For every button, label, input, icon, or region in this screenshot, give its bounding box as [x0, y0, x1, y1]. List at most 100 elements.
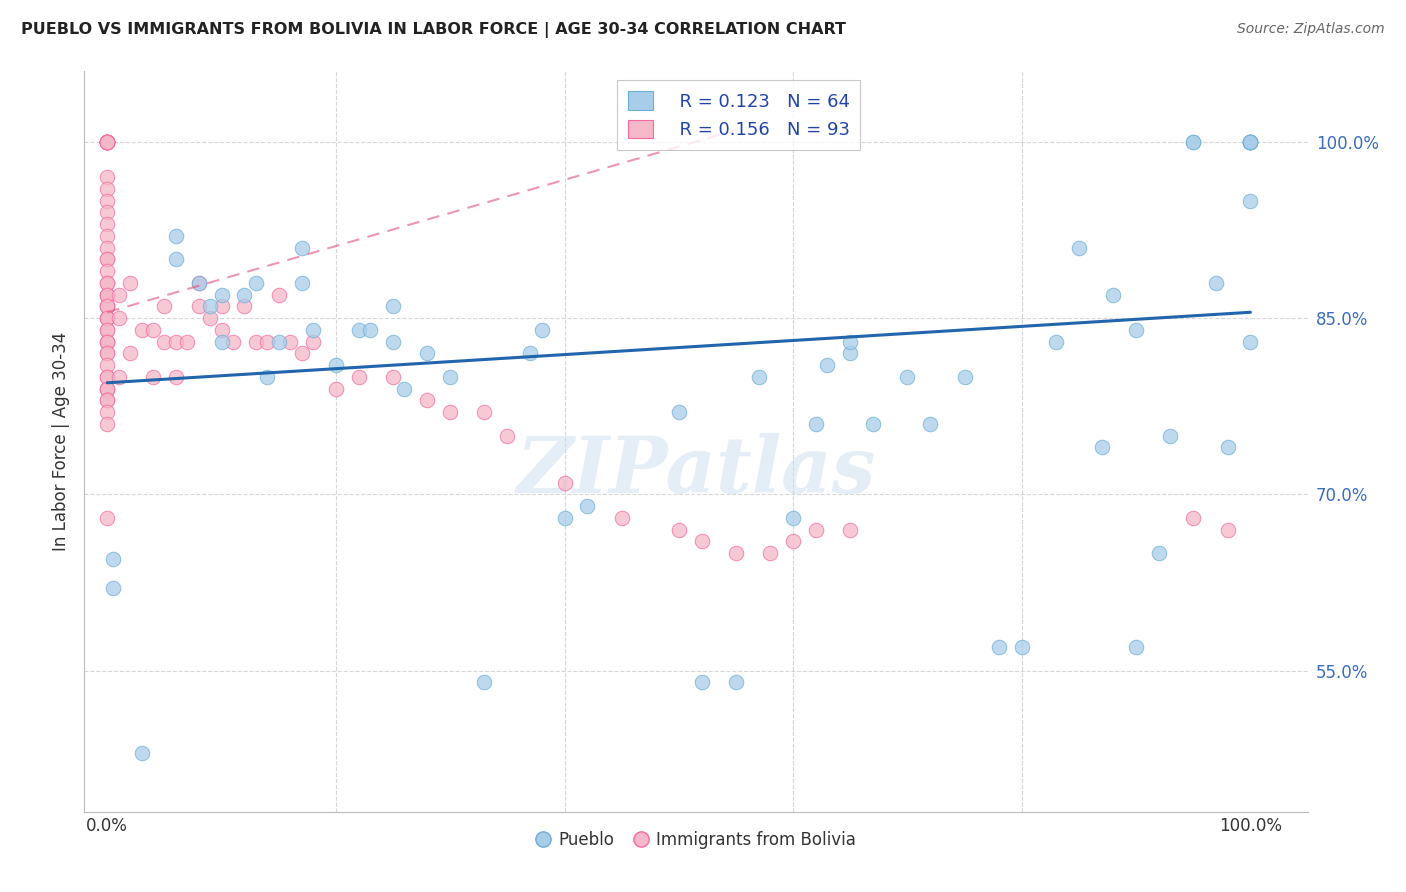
Point [96, 334, 118, 349]
Point [96, 135, 118, 149]
Point [759, 546, 782, 560]
Point [96, 135, 118, 149]
Point [107, 287, 129, 301]
Point [862, 417, 884, 431]
Point [96, 276, 118, 290]
Point [1239, 135, 1261, 149]
Point [290, 276, 312, 290]
Point [530, 323, 553, 337]
Point [325, 358, 347, 372]
Point [1102, 287, 1125, 301]
Point [382, 299, 405, 313]
Point [474, 405, 496, 419]
Point [245, 334, 267, 349]
Point [96, 299, 118, 313]
Text: PUEBLO VS IMMIGRANTS FROM BOLIVIA IN LABOR FORCE | AGE 30-34 CORRELATION CHART: PUEBLO VS IMMIGRANTS FROM BOLIVIA IN LAB… [21, 22, 846, 38]
Point [96, 217, 118, 231]
Point [896, 370, 918, 384]
Point [690, 534, 713, 549]
Point [96, 135, 118, 149]
Point [131, 323, 153, 337]
Point [439, 370, 461, 384]
Point [96, 382, 118, 396]
Point [416, 346, 439, 360]
Point [96, 311, 118, 326]
Point [96, 370, 118, 384]
Y-axis label: In Labor Force | Age 30-34: In Labor Force | Age 30-34 [52, 332, 70, 551]
Point [1067, 241, 1090, 255]
Point [107, 311, 129, 326]
Point [96, 135, 118, 149]
Point [1147, 546, 1170, 560]
Point [804, 417, 827, 431]
Point [724, 675, 747, 690]
Point [96, 323, 118, 337]
Point [153, 299, 176, 313]
Point [1239, 135, 1261, 149]
Point [165, 370, 187, 384]
Point [96, 135, 118, 149]
Point [748, 370, 770, 384]
Point [1182, 135, 1205, 149]
Point [290, 346, 312, 360]
Point [96, 287, 118, 301]
Point [302, 323, 325, 337]
Point [96, 511, 118, 525]
Point [839, 346, 862, 360]
Point [96, 311, 118, 326]
Point [101, 552, 124, 566]
Legend: Pueblo, Immigrants from Bolivia: Pueblo, Immigrants from Bolivia [530, 824, 862, 855]
Point [211, 334, 233, 349]
Point [96, 287, 118, 301]
Point [519, 346, 541, 360]
Point [1159, 428, 1181, 442]
Point [96, 135, 118, 149]
Point [496, 428, 519, 442]
Text: Source: ZipAtlas.com: Source: ZipAtlas.com [1237, 22, 1385, 37]
Point [96, 334, 118, 349]
Point [290, 241, 312, 255]
Point [1125, 323, 1147, 337]
Point [96, 135, 118, 149]
Point [176, 334, 198, 349]
Point [1239, 135, 1261, 149]
Point [96, 135, 118, 149]
Point [1125, 640, 1147, 655]
Point [1045, 334, 1067, 349]
Point [1239, 135, 1261, 149]
Point [96, 346, 118, 360]
Point [256, 370, 278, 384]
Point [267, 334, 290, 349]
Point [1239, 334, 1261, 349]
Point [107, 370, 129, 384]
Text: ZIPatlas: ZIPatlas [516, 433, 876, 509]
Point [96, 264, 118, 278]
Point [1182, 135, 1205, 149]
Point [245, 276, 267, 290]
Point [1239, 135, 1261, 149]
Point [233, 287, 256, 301]
Point [987, 640, 1010, 655]
Point [96, 334, 118, 349]
Point [142, 323, 165, 337]
Point [187, 299, 209, 313]
Point [96, 358, 118, 372]
Point [610, 511, 633, 525]
Point [325, 382, 347, 396]
Point [96, 276, 118, 290]
Point [211, 323, 233, 337]
Point [96, 205, 118, 219]
Point [347, 370, 370, 384]
Point [382, 334, 405, 349]
Point [96, 370, 118, 384]
Point [668, 405, 690, 419]
Point [1182, 511, 1205, 525]
Point [382, 370, 405, 384]
Point [553, 511, 575, 525]
Point [222, 334, 245, 349]
Point [1205, 276, 1227, 290]
Point [576, 499, 599, 513]
Point [724, 546, 747, 560]
Point [96, 393, 118, 408]
Point [142, 370, 165, 384]
